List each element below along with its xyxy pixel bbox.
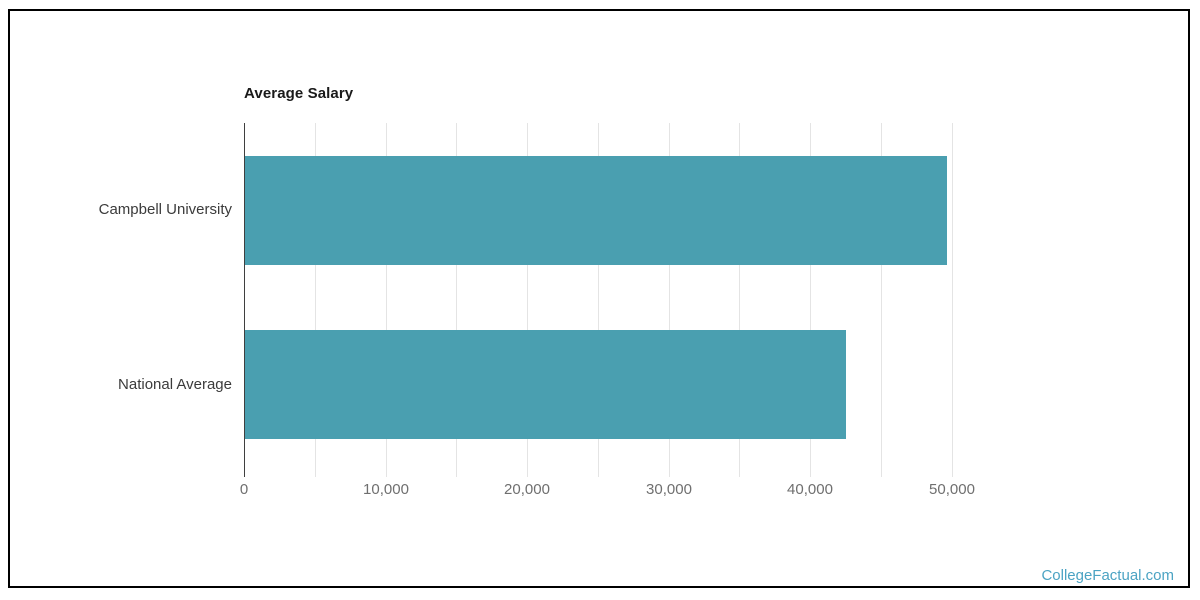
x-tick-label: 20,000 — [504, 481, 550, 498]
chart-frame — [8, 9, 1190, 588]
x-gridline — [527, 123, 528, 477]
plot-area — [244, 123, 1014, 477]
category-label: Campbell University — [98, 201, 232, 218]
x-gridline — [597, 123, 599, 477]
bar-campbell-university — [245, 156, 947, 265]
x-gridline — [314, 123, 316, 477]
x-gridline — [739, 123, 741, 477]
x-gridline — [385, 123, 387, 477]
x-tick-label: 40,000 — [787, 481, 833, 498]
x-tick-label: 50,000 — [929, 481, 975, 498]
bar-national-average — [245, 330, 847, 439]
x-gridline — [880, 123, 882, 477]
category-label: National Average — [118, 376, 232, 393]
x-tick-label: 0 — [239, 481, 249, 498]
y-axis-line — [244, 123, 245, 477]
x-gridline — [668, 123, 670, 477]
x-tick-label: 10,000 — [363, 481, 409, 498]
chart-title: Average Salary — [244, 85, 354, 102]
x-gridline — [810, 123, 811, 477]
x-tick-label: 30,000 — [646, 481, 692, 498]
x-gridline — [456, 123, 458, 477]
x-gridline — [951, 123, 953, 477]
watermark-link[interactable]: CollegeFactual.com — [1041, 567, 1174, 584]
